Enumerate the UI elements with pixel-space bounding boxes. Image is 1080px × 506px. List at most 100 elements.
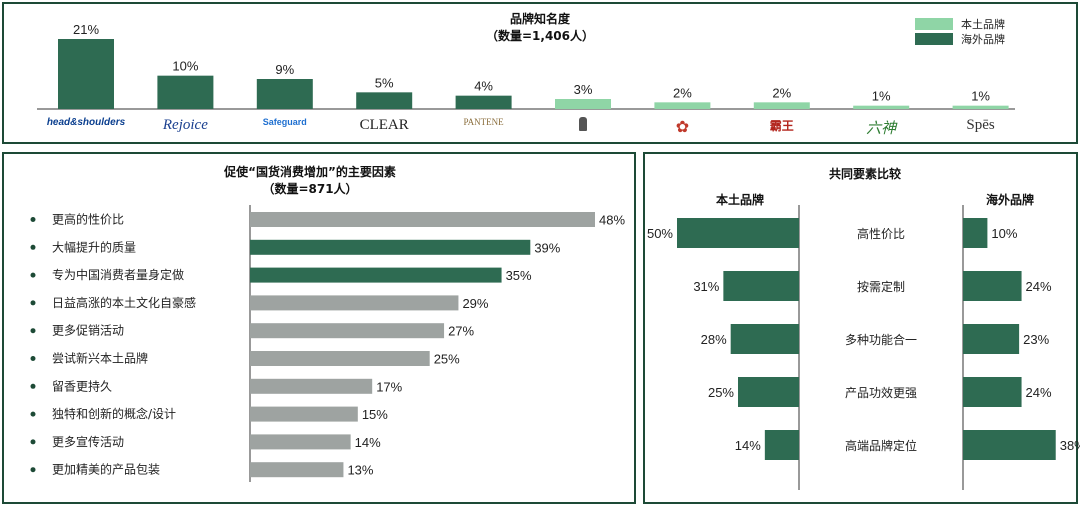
data-label-foreign: 24% <box>1026 385 1052 400</box>
bar <box>853 105 910 109</box>
bullet-dot <box>30 411 36 417</box>
category-label: 多种功能合一 <box>845 332 917 347</box>
data-label: 27% <box>448 324 474 339</box>
data-label: 10% <box>172 59 198 74</box>
category-label: 按需定制 <box>857 279 905 294</box>
data-label: 3% <box>574 82 593 97</box>
bar <box>356 92 413 109</box>
data-label: 29% <box>462 296 488 311</box>
category-label: 大幅提升的质量 <box>52 239 136 254</box>
category-label: 更加精美的产品包装 <box>52 462 160 477</box>
category-label: 更多宣传活动 <box>52 434 124 449</box>
legend: 本土品牌 海外品牌 <box>915 16 1005 46</box>
category-label: 产品功效更强 <box>845 385 917 400</box>
factors-title: 促使“国货消费增加”的主要因素 （数量=871人） <box>180 163 440 197</box>
bar <box>455 95 512 109</box>
chart-title: 品牌知名度 <box>509 12 570 26</box>
data-label: 1% <box>872 89 891 104</box>
data-label: 15% <box>362 407 388 422</box>
data-label-foreign: 10% <box>991 226 1017 241</box>
liushen-logo: 六神 <box>866 119 897 137</box>
data-label: 17% <box>376 379 402 394</box>
data-label: 4% <box>474 79 493 94</box>
category-label: 专为中国消费者量身定做 <box>52 267 184 282</box>
brand-awareness-panel <box>2 2 1078 144</box>
bar <box>250 239 531 255</box>
bar <box>250 351 430 366</box>
bar <box>58 39 114 109</box>
bar <box>250 295 459 311</box>
comparison-title: 共同要素比较 <box>828 167 901 181</box>
clear-logo: CLEAR <box>359 117 409 133</box>
bullet-dot <box>30 383 36 389</box>
legend-item-foreign: 海外品牌 <box>915 31 1005 46</box>
category-label: 日益高涨的本土文化自豪感 <box>52 295 196 310</box>
bar-domestic <box>677 218 799 248</box>
data-label: 25% <box>434 352 460 367</box>
data-label-domestic: 31% <box>693 279 719 294</box>
rejoice-logo: Rejoice <box>162 117 208 133</box>
bullet-dot <box>30 467 36 473</box>
bar <box>250 434 351 450</box>
data-label-foreign: 38% <box>1060 438 1080 453</box>
data-label: 14% <box>355 435 381 450</box>
bullet-dot <box>30 300 36 306</box>
data-label: 1% <box>971 89 990 104</box>
data-label: 2% <box>772 85 791 100</box>
head-shoulders-logo: head&shoulders <box>46 117 126 128</box>
legend-label-domestic: 本土品牌 <box>961 17 1005 31</box>
legend-swatch-foreign <box>915 32 953 45</box>
data-label: 9% <box>275 62 294 77</box>
bar <box>555 99 611 109</box>
category-label: 尝试新兴本土品牌 <box>52 351 148 366</box>
pantene-logo: PANTENE <box>463 117 504 127</box>
data-label: 39% <box>534 240 560 255</box>
bar <box>753 102 810 109</box>
bar <box>250 323 445 339</box>
bullet-dot <box>30 244 36 250</box>
brand-logo-7: ✿ <box>675 117 690 136</box>
bar-domestic <box>738 377 799 407</box>
bawang-logo: 霸王 <box>769 119 794 133</box>
bar-foreign <box>963 271 1022 301</box>
category-label: 更高的性价比 <box>52 212 124 227</box>
brand-awareness-title: 品牌知名度 （数量=1,406人） <box>440 10 640 44</box>
spes-logo: Spēs <box>966 117 995 133</box>
bar <box>157 75 214 109</box>
bar <box>250 267 502 283</box>
bar-foreign <box>963 430 1056 460</box>
legend-label-foreign: 海外品牌 <box>961 32 1005 46</box>
data-label: 48% <box>599 213 625 228</box>
bar <box>256 79 313 109</box>
data-label-domestic: 50% <box>647 226 673 241</box>
data-label: 13% <box>347 463 373 478</box>
category-label: 高性价比 <box>857 226 905 241</box>
bar-foreign <box>963 218 988 248</box>
data-label-domestic: 14% <box>735 438 761 453</box>
foreign-header: 海外品牌 <box>985 193 1034 207</box>
category-label: 高端品牌定位 <box>845 438 917 453</box>
safeguard-logo: Safeguard <box>262 117 307 127</box>
data-label: 2% <box>673 85 692 100</box>
bar <box>250 406 358 422</box>
data-label-foreign: 23% <box>1023 332 1049 347</box>
chart-subtitle: （数量=1,406人） <box>485 29 594 43</box>
chart-title: 促使“国货消费增加”的主要因素 <box>224 165 396 179</box>
bar <box>952 105 1009 109</box>
data-label: 5% <box>375 75 394 90</box>
bar <box>250 462 344 478</box>
bullet-dot <box>30 272 36 278</box>
category-label: 更多促销活动 <box>52 324 124 338</box>
bullet-dot <box>30 328 36 334</box>
brand-logo-6 <box>538 117 628 134</box>
bar-domestic <box>730 324 799 354</box>
bar <box>250 378 373 394</box>
bullet-dot <box>30 439 36 445</box>
bar-domestic <box>723 271 799 301</box>
bar <box>654 102 711 109</box>
data-label-domestic: 28% <box>701 332 727 347</box>
bar-domestic <box>764 430 799 460</box>
